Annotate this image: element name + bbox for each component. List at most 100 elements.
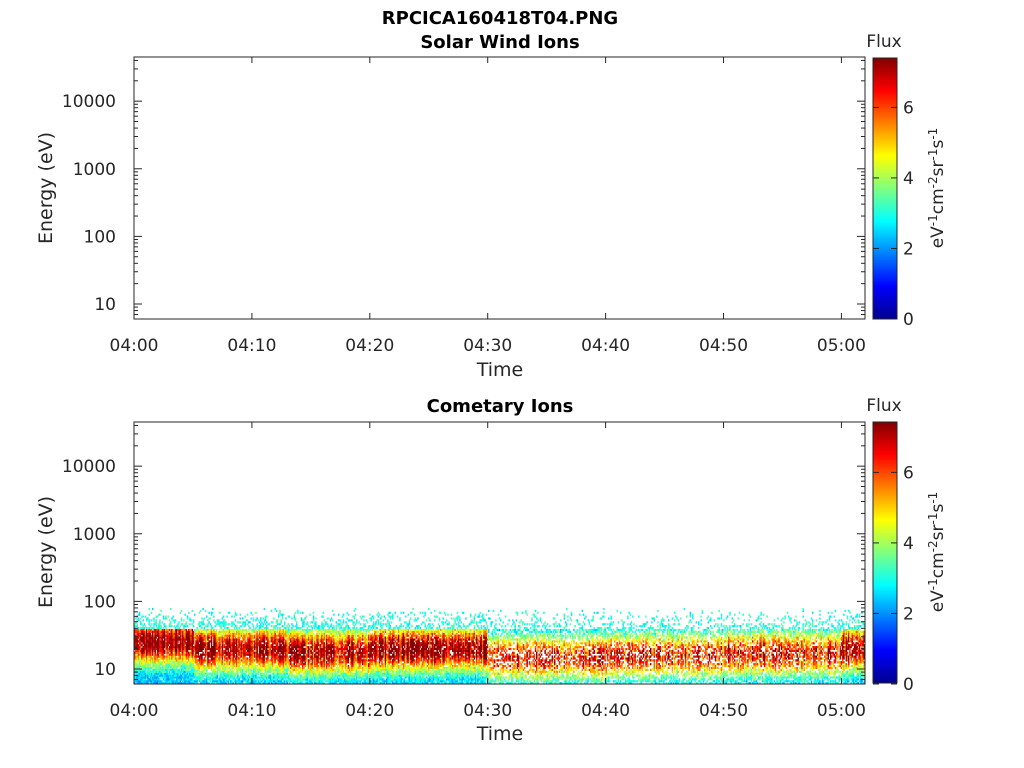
heatmap-cell bbox=[144, 634, 147, 637]
heatmap-cell bbox=[248, 640, 250, 643]
heatmap-cell bbox=[258, 649, 261, 652]
heatmap-cell bbox=[202, 640, 204, 643]
heatmap-cell bbox=[269, 680, 272, 683]
heatmap-cell bbox=[257, 680, 260, 683]
heatmap-cell bbox=[258, 665, 261, 668]
heatmap-cell bbox=[137, 674, 140, 677]
heatmap-cell bbox=[189, 665, 191, 668]
heatmap-cell bbox=[166, 666, 168, 670]
heatmap-cell bbox=[246, 649, 249, 652]
heatmap-cell bbox=[261, 674, 263, 677]
heatmap-cell bbox=[303, 621, 305, 624]
heatmap-cell bbox=[174, 628, 177, 632]
heatmap-cell bbox=[272, 676, 274, 679]
heatmap-cell bbox=[167, 678, 170, 681]
heatmap-cell bbox=[215, 653, 218, 656]
heatmap-cell bbox=[142, 634, 144, 637]
heatmap-cell bbox=[320, 657, 322, 660]
heatmap-cell bbox=[245, 646, 248, 649]
heatmap-cell bbox=[168, 653, 171, 656]
heatmap-cell bbox=[197, 647, 200, 651]
heatmap-cell bbox=[237, 644, 239, 647]
heatmap-cell bbox=[288, 668, 291, 671]
heatmap-cell bbox=[156, 678, 159, 681]
heatmap-cell bbox=[162, 627, 165, 630]
heatmap-cell bbox=[273, 672, 275, 675]
heatmap-cell bbox=[330, 623, 333, 626]
heatmap-cell bbox=[238, 666, 240, 670]
heatmap-cell bbox=[274, 636, 276, 639]
heatmap-cell bbox=[276, 670, 279, 673]
heatmap-cell bbox=[286, 636, 288, 639]
heatmap-cell bbox=[257, 670, 260, 673]
heatmap-cell bbox=[141, 636, 143, 639]
heatmap-cell bbox=[147, 642, 149, 645]
heatmap-cell bbox=[252, 619, 255, 622]
heatmap-cell bbox=[137, 682, 140, 684]
heatmap-cell bbox=[281, 670, 284, 673]
heatmap-cell bbox=[166, 678, 168, 681]
heatmap-cell bbox=[142, 627, 144, 630]
heatmap-cell bbox=[246, 646, 249, 649]
heatmap-cell bbox=[249, 672, 251, 675]
heatmap-cell bbox=[203, 666, 206, 670]
heatmap-cell bbox=[275, 680, 278, 683]
heatmap-cell bbox=[142, 615, 144, 618]
heatmap-cell bbox=[278, 661, 280, 664]
heatmap-cell bbox=[256, 640, 258, 643]
heatmap-cell bbox=[182, 672, 184, 675]
heatmap-cell bbox=[230, 634, 232, 637]
heatmap-cell bbox=[210, 651, 213, 654]
heatmap-cell bbox=[270, 657, 273, 660]
heatmap-cell bbox=[252, 646, 255, 649]
heatmap-cell bbox=[180, 634, 183, 637]
heatmap-cell bbox=[182, 644, 184, 647]
heatmap-cell bbox=[202, 607, 204, 611]
heatmap-cell bbox=[138, 659, 141, 662]
heatmap-cell bbox=[183, 640, 185, 643]
heatmap-cell bbox=[165, 672, 167, 675]
heatmap-cell bbox=[232, 640, 234, 643]
heatmap-cell bbox=[150, 672, 153, 675]
heatmap-cell bbox=[142, 651, 144, 654]
heatmap-cell bbox=[176, 666, 178, 670]
heatmap-cell bbox=[225, 638, 227, 641]
heatmap-cell bbox=[234, 632, 237, 635]
heatmap-cell bbox=[323, 642, 326, 645]
heatmap-cell bbox=[153, 672, 155, 675]
heatmap-cell bbox=[200, 663, 202, 666]
heatmap-cell bbox=[182, 636, 184, 639]
heatmap-cell bbox=[170, 678, 172, 681]
heatmap-cell bbox=[134, 659, 136, 662]
heatmap-cell bbox=[202, 619, 204, 622]
heatmap-cell bbox=[166, 680, 168, 683]
heatmap-cell bbox=[159, 672, 161, 675]
heatmap-cell bbox=[210, 672, 213, 675]
heatmap-cell bbox=[290, 670, 292, 673]
heatmap-cell bbox=[204, 678, 207, 681]
heatmap-cell bbox=[233, 630, 236, 633]
heatmap-cell bbox=[179, 655, 182, 658]
heatmap-cell bbox=[192, 670, 195, 673]
heatmap-cell bbox=[292, 680, 294, 683]
heatmap-cell bbox=[237, 638, 239, 641]
heatmap-cell bbox=[232, 661, 234, 664]
heatmap-cell bbox=[272, 661, 274, 664]
heatmap-cell bbox=[177, 680, 179, 683]
heatmap-cell bbox=[275, 630, 278, 633]
heatmap-cell bbox=[233, 649, 236, 652]
heatmap-cell bbox=[281, 651, 284, 654]
heatmap-cell bbox=[293, 613, 296, 616]
heatmap-cell bbox=[182, 670, 184, 673]
heatmap-cell bbox=[262, 659, 264, 662]
heatmap-cell bbox=[180, 657, 183, 660]
heatmap-cell bbox=[218, 653, 220, 656]
heatmap-cell bbox=[317, 630, 320, 633]
heatmap-cell bbox=[287, 638, 290, 641]
heatmap-cell bbox=[296, 676, 298, 679]
heatmap-cell bbox=[244, 678, 246, 681]
heatmap-cell bbox=[206, 636, 208, 639]
heatmap-cell bbox=[182, 632, 184, 635]
heatmap-cell bbox=[148, 674, 150, 677]
heatmap-cell bbox=[142, 649, 144, 652]
